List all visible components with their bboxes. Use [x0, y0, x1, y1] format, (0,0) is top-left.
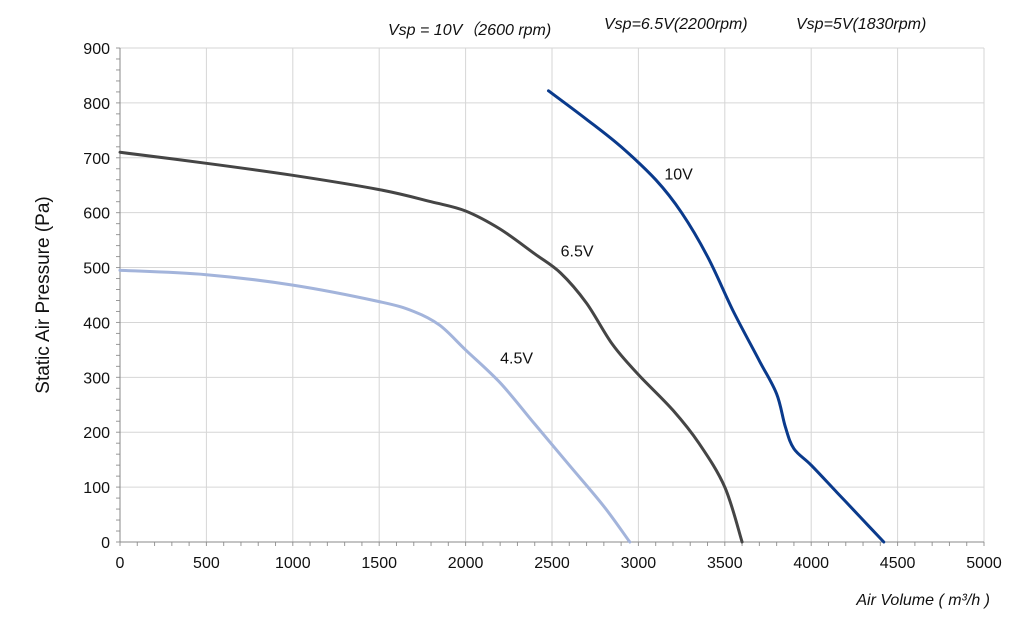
x-tick-label-9: 4500 — [880, 555, 916, 572]
x-tick-label-4: 2000 — [448, 555, 484, 572]
y-tick-label-1: 100 — [83, 480, 110, 497]
x-tick-label-1: 500 — [193, 555, 220, 572]
y-tick-label-0: 0 — [101, 535, 110, 552]
series-line-10v — [547, 89, 886, 544]
y-tick-label-3: 300 — [83, 370, 110, 387]
x-tick-label-7: 3500 — [707, 555, 743, 572]
x-tick-label-0: 0 — [116, 555, 125, 572]
y-axis-label: Static Air Pressure (Pa) — [33, 196, 54, 394]
x-tick-label-2: 1000 — [275, 555, 311, 572]
x-tick-label-6: 3000 — [621, 555, 657, 572]
x-tick-label-8: 4000 — [793, 555, 829, 572]
y-tick-label-5: 500 — [83, 261, 110, 278]
y-tick-label-2: 200 — [83, 425, 110, 442]
series-label-6-5v: 6.5V — [561, 244, 594, 261]
header-label-6-5v: Vsp=6.5V(2200rpm) — [604, 16, 748, 33]
y-tick-label-4: 400 — [83, 315, 110, 332]
header-label-5v: Vsp=5V(1830rpm) — [796, 16, 927, 33]
y-tick-label-6: 600 — [83, 206, 110, 223]
x-tick-label-3: 1500 — [361, 555, 397, 572]
series-line-4-5v — [118, 268, 632, 544]
series-label-4-5v: 4.5V — [500, 351, 533, 368]
y-tick-label-9: 900 — [83, 41, 110, 58]
x-tick-label-5: 2500 — [534, 555, 570, 572]
series-line-6-5v — [118, 150, 744, 544]
y-tick-label-7: 700 — [83, 151, 110, 168]
y-tick-label-8: 800 — [83, 96, 110, 113]
series-label-10v: 10V — [664, 167, 693, 184]
x-tick-label-10: 5000 — [966, 555, 1002, 572]
header-label-10v: Vsp = 10V（2600 rpm) — [388, 22, 552, 39]
x-axis-label: Air Volume ( m³/h ) — [856, 592, 990, 609]
